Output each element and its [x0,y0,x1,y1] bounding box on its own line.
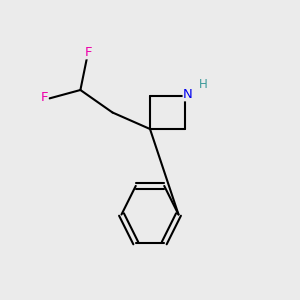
Text: H: H [199,78,208,91]
Text: N: N [183,88,193,101]
Text: F: F [40,91,48,104]
Text: F: F [85,46,92,59]
